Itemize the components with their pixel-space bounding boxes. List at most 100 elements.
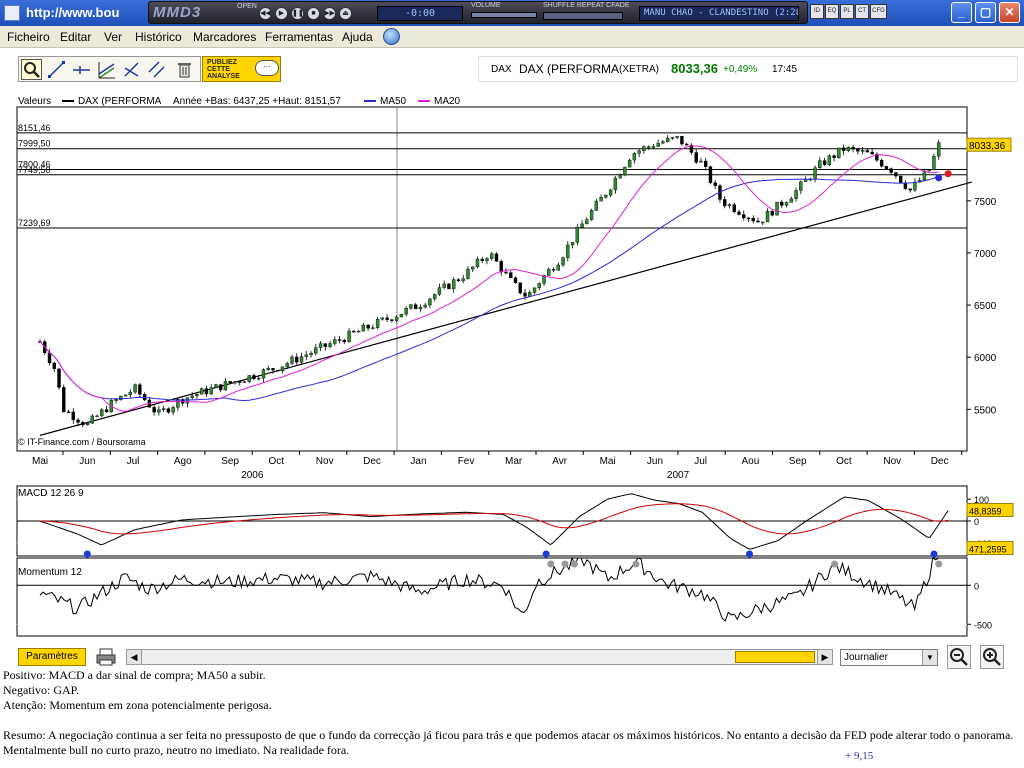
candle (937, 142, 941, 157)
zoom-out-button[interactable] (947, 645, 971, 669)
player-ct-button[interactable]: CT (855, 4, 869, 19)
candle (860, 150, 865, 152)
candle (513, 277, 518, 283)
minimize-button[interactable]: _ (951, 2, 972, 23)
candle (375, 319, 380, 328)
candle (898, 175, 903, 183)
drawing-tools (18, 56, 201, 82)
close-button[interactable]: ✕ (999, 2, 1020, 23)
chart-scrollbar[interactable]: ◀ ▶ (126, 649, 833, 665)
candle (333, 339, 337, 344)
candle (404, 307, 408, 315)
previous-track-icon[interactable]: ◀◀ (259, 7, 272, 20)
volume-slider[interactable] (471, 12, 537, 18)
comment-summary: Resumo: A negociação continua a ser feit… (3, 728, 1014, 757)
menu-editar[interactable]: Editar (60, 30, 92, 44)
candle (499, 261, 503, 273)
stop-icon[interactable]: ■ (307, 7, 320, 20)
scroll-left-icon[interactable]: ◀ (127, 650, 142, 664)
signal-marker-blue (935, 174, 943, 182)
candle (266, 368, 270, 370)
comment-negative: Negativo: GAP. (3, 683, 79, 697)
candle (176, 399, 180, 408)
menu-ver[interactable]: Ver (104, 30, 123, 44)
month-label: Dec (931, 456, 949, 467)
quote-header: DAX DAX (PERFORMA (XETRA) 8033,36 +0,49%… (478, 56, 1018, 82)
candle (908, 188, 912, 191)
player-pl-button[interactable]: PL (840, 4, 854, 19)
candle (637, 150, 641, 154)
month-label: Mai (600, 456, 616, 467)
candle (518, 282, 522, 294)
signal-marker-red (944, 170, 952, 178)
menu-ficheiro[interactable]: Ficheiro (7, 30, 50, 44)
last-price-box (966, 137, 1012, 152)
candle (613, 177, 618, 191)
horizontal-line-icon[interactable] (71, 59, 92, 80)
legend-values-label: Valeurs (18, 96, 51, 107)
period-select[interactable]: Journalier ▼ (840, 649, 938, 666)
next-track-icon[interactable]: ▶▶ (323, 7, 336, 20)
candle (566, 244, 570, 258)
quote-exchange: (XETRA) (619, 64, 659, 75)
channel-icon[interactable] (96, 59, 117, 80)
maximize-button[interactable]: ▢ (975, 2, 996, 23)
candle (451, 279, 456, 289)
price-panel-frame (16, 106, 968, 452)
menu-historico[interactable]: Histórico (135, 30, 182, 44)
candle (304, 354, 308, 357)
menu-marcadores[interactable]: Marcadores (193, 30, 257, 44)
candle (399, 313, 404, 318)
candle (570, 242, 575, 246)
momentum-warning-dot (547, 560, 555, 568)
eject-icon[interactable]: ⏏ (339, 7, 352, 20)
scroll-thumb[interactable] (735, 651, 815, 663)
print-icon[interactable] (96, 647, 116, 667)
candle (756, 220, 760, 223)
candle (509, 272, 513, 279)
media-player-widget[interactable]: MMD3 OPEN ◀◀ ▶ ❚❚ ■ ▶▶ ⏏ -0:00 VOLUME SH… (148, 1, 808, 24)
player-eq-button[interactable]: EQ (825, 4, 839, 19)
candle (827, 155, 832, 165)
month-label: Avr (552, 456, 567, 467)
candle (442, 283, 446, 288)
candle (90, 415, 95, 424)
candle (661, 141, 665, 144)
candle (471, 266, 475, 270)
play-icon[interactable]: ▶ (275, 7, 288, 20)
chart-toolbar: PUBLIEZ CETTE ANALYSE ··· DAX DAX (PERFO… (0, 48, 1024, 92)
parameters-button[interactable]: Paramètres (18, 648, 86, 666)
scroll-right-icon[interactable]: ▶ (817, 650, 832, 664)
month-label: Nov (316, 456, 334, 467)
player-id-button[interactable]: ID (810, 4, 824, 19)
candle (927, 169, 931, 172)
trendline-icon[interactable] (46, 59, 67, 80)
publish-analysis-button[interactable]: PUBLIEZ CETTE ANALYSE ··· (202, 56, 281, 82)
trash-icon[interactable] (174, 59, 195, 80)
fibonacci-icon[interactable] (121, 59, 142, 80)
menu-ajuda[interactable]: Ajuda (342, 30, 373, 44)
pause-icon[interactable]: ❚❚ (291, 7, 304, 20)
zoom-tool-icon[interactable] (21, 59, 42, 80)
candle (713, 182, 717, 186)
candle (542, 275, 546, 284)
chevron-down-icon[interactable]: ▼ (922, 650, 937, 665)
candle (742, 214, 746, 219)
candle (166, 408, 171, 413)
legend-ma50: MA50 (380, 96, 407, 107)
zoom-in-button[interactable] (980, 645, 1004, 669)
candle (680, 135, 684, 145)
player-modes-buttons[interactable] (543, 12, 623, 20)
candle (694, 152, 698, 163)
candle (337, 339, 342, 341)
menu-ferramentas[interactable]: Ferramentas (265, 30, 334, 44)
player-cfg-button[interactable]: CFG (870, 4, 887, 19)
candle (114, 399, 118, 401)
macd-buy-dot (83, 550, 91, 558)
parallel-lines-icon[interactable] (146, 59, 167, 80)
candle (432, 294, 437, 300)
candle (708, 166, 713, 184)
candle (770, 210, 774, 216)
